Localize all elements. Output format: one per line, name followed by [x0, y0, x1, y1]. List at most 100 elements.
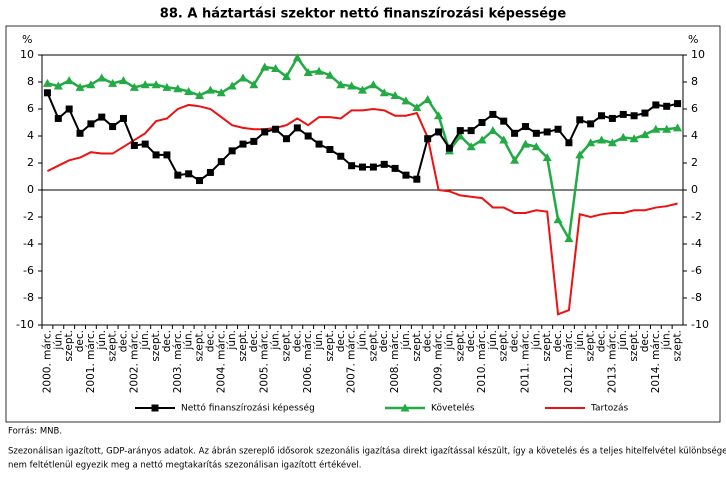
y-tick-label: -2 — [23, 210, 34, 223]
x-tick-label: 2011. márc. — [519, 330, 531, 393]
marker — [520, 139, 530, 148]
y-tick-label: 0 — [27, 183, 34, 196]
marker — [531, 142, 541, 151]
y-tick-label: 2 — [27, 156, 34, 169]
marker — [434, 111, 444, 120]
marker — [238, 73, 248, 82]
x-tick-label: dec. — [552, 330, 564, 352]
marker — [141, 140, 149, 148]
y-label: % — [22, 33, 32, 46]
y2-tick-label: -4 — [691, 237, 702, 250]
marker — [292, 53, 302, 62]
marker — [674, 100, 682, 108]
marker — [250, 137, 258, 145]
marker — [467, 127, 475, 135]
x-tick-label: dec. — [117, 330, 129, 352]
legend-marker — [400, 403, 410, 412]
x-tick-label: dec. — [204, 330, 216, 352]
marker — [488, 126, 498, 135]
source: Forrás: MNB. — [8, 427, 62, 437]
marker — [54, 114, 62, 122]
marker — [217, 158, 225, 166]
x-tick-label: jún. — [357, 330, 369, 351]
x-tick-label: jún. — [443, 330, 455, 351]
x-tick-label: 2013. márc. — [606, 330, 618, 393]
marker — [325, 70, 335, 79]
x-tick-label: dec. — [596, 330, 608, 352]
marker — [673, 123, 683, 132]
marker — [456, 127, 464, 135]
marker — [304, 132, 312, 140]
note: Szezonálisan igazított, GDP-arányos adat… — [8, 446, 726, 457]
marker — [640, 130, 650, 139]
x-tick-label: jún. — [226, 330, 238, 351]
y2-tick-label: 2 — [691, 156, 698, 169]
x-tick-label: dec. — [639, 330, 651, 352]
x-tick-label: 2010. márc. — [476, 330, 488, 393]
x-tick-label: jún. — [487, 330, 499, 351]
marker — [336, 80, 346, 89]
marker — [435, 128, 443, 136]
marker — [565, 139, 573, 147]
x-tick-label: 2000. márc. — [41, 330, 53, 393]
marker — [402, 171, 410, 179]
legend-label: Tartozás — [590, 404, 628, 414]
marker — [53, 81, 63, 90]
y2-tick-label: -10 — [691, 318, 709, 331]
marker — [597, 135, 607, 144]
x-tick-label: 2005. márc. — [259, 330, 271, 393]
marker — [216, 88, 226, 97]
x-tick-label: dec. — [161, 330, 173, 352]
marker — [184, 86, 194, 95]
series-line — [47, 55, 678, 243]
marker — [87, 120, 95, 128]
y-tick-label: -4 — [23, 237, 34, 250]
marker — [358, 85, 367, 94]
y2-tick-label: 10 — [691, 48, 705, 61]
x-tick-label: 2008. márc. — [389, 330, 401, 393]
marker — [466, 142, 476, 151]
marker — [227, 81, 237, 90]
x-tick-label: jún. — [400, 330, 412, 351]
y2-tick-label: 4 — [691, 129, 698, 142]
marker — [173, 84, 183, 93]
marker — [348, 162, 356, 170]
marker — [315, 140, 323, 148]
marker — [185, 170, 193, 178]
x-tick-label: jún. — [661, 330, 673, 351]
x-tick-label: 2012. márc. — [563, 330, 575, 393]
marker — [260, 62, 270, 71]
marker — [206, 168, 214, 176]
marker — [651, 124, 661, 133]
y-tick-label: 6 — [27, 102, 34, 115]
marker — [129, 82, 139, 91]
marker — [347, 81, 357, 90]
x-tick-label: szept. — [454, 330, 466, 362]
marker — [119, 114, 127, 122]
marker — [162, 82, 172, 91]
marker — [652, 101, 660, 109]
marker — [163, 151, 171, 159]
marker — [205, 85, 215, 94]
marker — [445, 144, 453, 152]
y-tick-label: -6 — [23, 264, 34, 277]
marker — [586, 138, 596, 147]
marker — [478, 119, 486, 126]
x-tick-label: 2006. márc. — [302, 330, 314, 393]
marker — [390, 91, 400, 99]
marker — [412, 103, 422, 112]
marker — [272, 125, 280, 133]
series-line — [46, 103, 678, 316]
marker — [629, 134, 639, 143]
marker — [239, 140, 247, 148]
marker — [195, 91, 205, 99]
y-tick-label: 10 — [20, 48, 34, 61]
y2-tick-label: 6 — [691, 102, 698, 115]
marker — [477, 135, 487, 144]
x-tick-label: szept. — [367, 330, 379, 362]
chart-title: 88. A háztartási szektor nettó finanszír… — [160, 7, 567, 22]
marker — [521, 123, 529, 131]
marker — [379, 88, 389, 97]
x-tick-label: szept. — [498, 330, 510, 362]
x-tick-label: dec. — [248, 330, 260, 352]
